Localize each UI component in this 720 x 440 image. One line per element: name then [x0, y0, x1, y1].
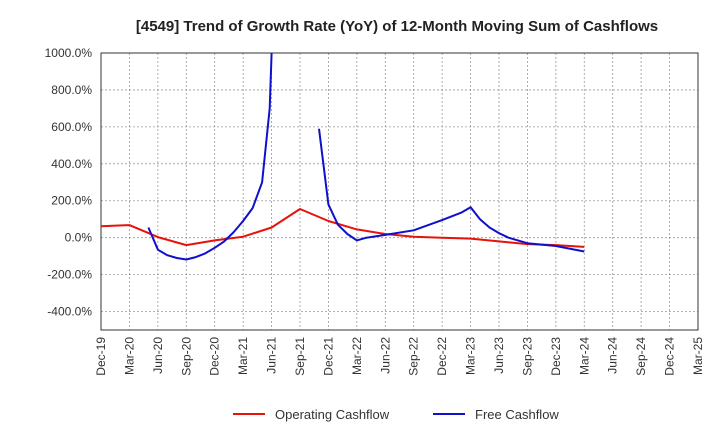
x-tick-label: Sep-23	[520, 337, 534, 376]
x-tick-label: Sep-20	[179, 337, 193, 376]
x-tick-label: Sep-24	[634, 337, 648, 376]
x-tick-label: Mar-22	[350, 337, 364, 375]
x-tick-label: Jun-20	[151, 337, 165, 374]
legend-label: Operating Cashflow	[275, 407, 390, 422]
x-tick-label: Dec-21	[321, 337, 335, 376]
x-tick-label: Mar-21	[236, 337, 250, 375]
series-line-operating-cashflow	[100, 208, 585, 248]
plot-area	[100, 52, 699, 331]
x-tick-label: Dec-20	[208, 337, 222, 376]
y-tick-label: -200.0%	[47, 268, 92, 282]
x-axis: Dec-19 Mar-20 Jun-20 Sep-20 Dec-20 Mar-21 Jun-…	[94, 337, 705, 376]
legend-label: Free Cashflow	[475, 407, 559, 422]
y-axis: 1000.0% 800.0% 600.0% 400.0% 200.0% 0.0% -200.…	[45, 46, 93, 319]
series-line-free-cashflow	[147, 52, 585, 261]
x-tick-label: Dec-24	[663, 337, 677, 376]
x-tick-label: Jun-23	[492, 337, 506, 374]
x-tick-label: Jun-22	[378, 337, 392, 374]
y-tick-label: 200.0%	[51, 194, 92, 208]
grid	[101, 53, 698, 330]
x-tick-label: Sep-22	[407, 337, 421, 376]
y-tick-label: 0.0%	[65, 231, 93, 245]
x-tick-label: Dec-22	[435, 337, 449, 376]
x-tick-label: Mar-20	[122, 337, 136, 375]
y-tick-label: 800.0%	[51, 83, 92, 97]
chart-title: [4549] Trend of Growth Rate (YoY) of 12-…	[136, 18, 658, 35]
x-tick-label: Jun-21	[265, 337, 279, 374]
x-tick-label: Sep-21	[293, 337, 307, 376]
series-group	[100, 52, 585, 261]
y-tick-label: 600.0%	[51, 120, 92, 134]
x-tick-label: Dec-19	[94, 337, 108, 376]
x-tick-label: Jun-24	[606, 337, 620, 374]
y-tick-label: 1000.0%	[45, 46, 93, 60]
legend: Operating Cashflow Free Cashflow	[233, 407, 559, 422]
x-tick-label: Mar-24	[577, 337, 591, 375]
y-tick-label: -400.0%	[47, 305, 92, 319]
x-tick-label: Mar-23	[464, 337, 478, 375]
x-tick-label: Dec-23	[549, 337, 563, 376]
y-tick-label: 400.0%	[51, 157, 92, 171]
x-tick-label: Mar-25	[691, 337, 705, 375]
